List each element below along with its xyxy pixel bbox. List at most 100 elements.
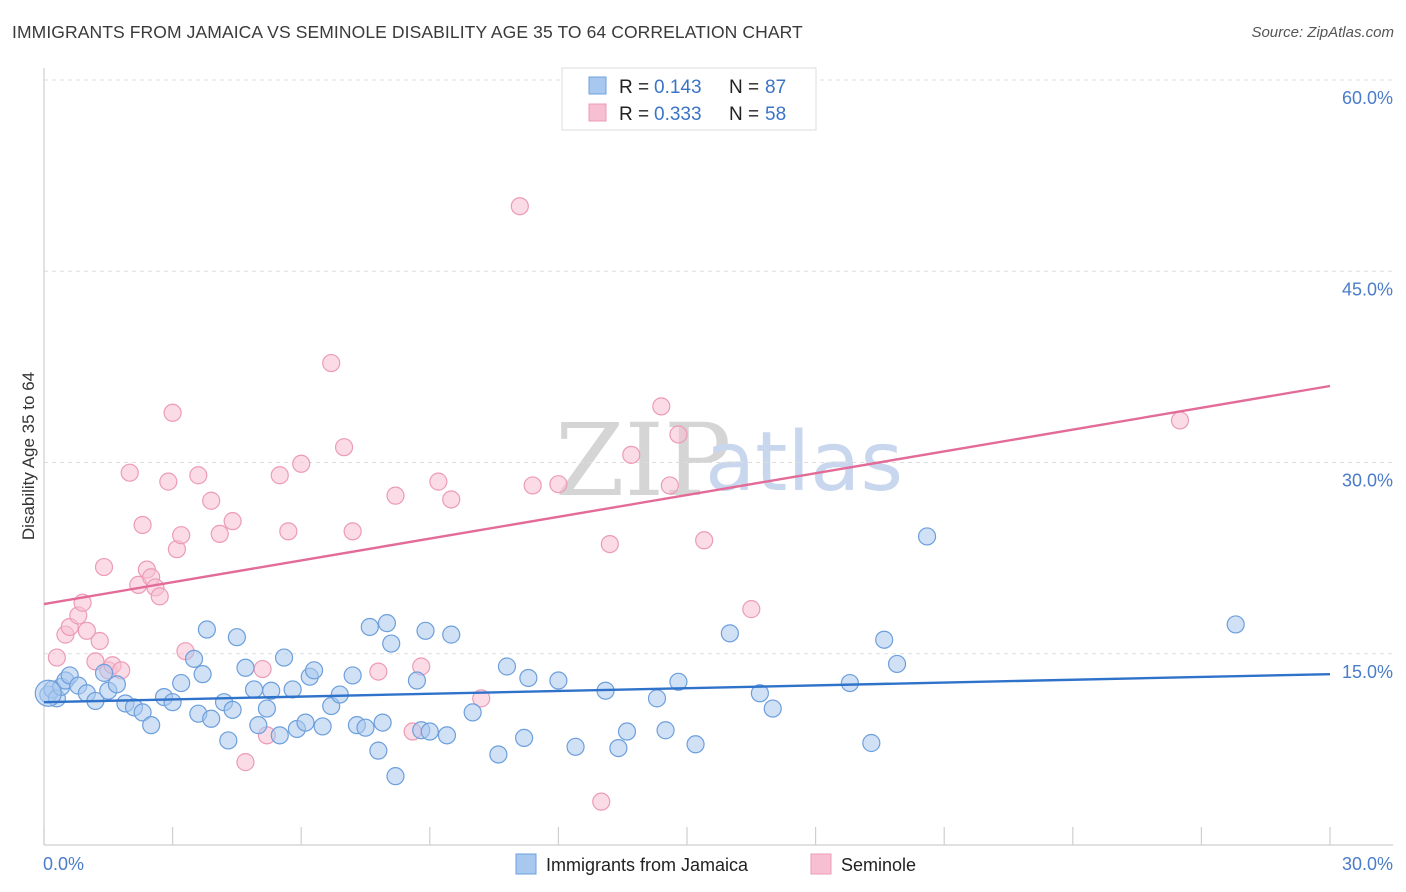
y-tick-label: 30.0% xyxy=(1342,471,1393,491)
point-seminole xyxy=(253,659,272,679)
point-seminole xyxy=(47,648,66,667)
point-seminole xyxy=(236,753,255,772)
x-tick-label-min: 0.0% xyxy=(43,854,84,874)
bottom-legend: Immigrants from Jamaica Seminole xyxy=(515,853,916,875)
point-jamaica xyxy=(420,722,439,741)
point-seminole xyxy=(163,403,182,422)
point-seminole xyxy=(429,472,448,491)
point-jamaica xyxy=(304,661,324,680)
point-seminole xyxy=(270,466,289,485)
point-seminole xyxy=(343,522,362,541)
gridlines xyxy=(44,79,1393,655)
point-jamaica xyxy=(262,681,281,700)
point-jamaica xyxy=(386,767,405,786)
point-seminole xyxy=(742,600,761,619)
point-jamaica xyxy=(377,614,397,633)
point-jamaica xyxy=(133,703,152,722)
point-seminole xyxy=(133,515,152,535)
point-jamaica xyxy=(94,663,114,682)
trend-line-seminole xyxy=(43,384,1331,606)
point-seminole xyxy=(77,621,96,640)
x-tick-label-max: 30.0% xyxy=(1342,854,1393,874)
point-jamaica xyxy=(193,665,212,684)
point-jamaica xyxy=(647,689,667,708)
point-jamaica xyxy=(862,733,881,753)
point-seminole xyxy=(120,463,139,482)
point-jamaica xyxy=(382,634,401,653)
point-jamaica xyxy=(296,713,315,732)
point-jamaica xyxy=(373,713,392,732)
point-seminole xyxy=(622,445,641,464)
point-jamaica xyxy=(270,726,289,745)
point-seminole xyxy=(159,472,178,491)
point-jamaica xyxy=(356,718,375,737)
point-seminole xyxy=(223,512,242,531)
y-axis-label: Disability Age 35 to 64 xyxy=(19,372,38,540)
legend-n-value-seminole: 58 xyxy=(765,104,786,125)
point-jamaica xyxy=(236,658,255,677)
point-seminole xyxy=(292,454,311,473)
point-seminole xyxy=(1170,411,1190,430)
point-jamaica xyxy=(617,722,637,741)
point-seminole xyxy=(669,425,688,444)
point-seminole xyxy=(510,197,529,216)
legend-swatch-jamaica xyxy=(588,76,607,95)
point-jamaica xyxy=(184,649,204,668)
watermark: ZIP atlas xyxy=(555,402,903,519)
legend-n-label-jamaica: N = xyxy=(729,77,759,98)
point-jamaica xyxy=(489,745,508,764)
point-jamaica xyxy=(887,654,907,674)
point-jamaica xyxy=(519,668,538,688)
point-seminole xyxy=(90,631,109,651)
point-seminole xyxy=(322,353,341,373)
point-seminole xyxy=(472,689,491,708)
point-jamaica xyxy=(515,728,534,748)
point-seminole xyxy=(334,438,354,457)
point-jamaica xyxy=(343,666,362,685)
point-jamaica xyxy=(407,671,427,690)
point-jamaica xyxy=(549,671,568,690)
point-jamaica xyxy=(763,699,782,718)
point-seminole xyxy=(172,526,191,545)
legend-r-value-jamaica: 0.143 xyxy=(654,77,702,98)
point-seminole xyxy=(442,490,461,509)
point-seminole xyxy=(592,792,611,811)
point-jamaica xyxy=(720,624,739,643)
bottom-legend-label-jamaica: Immigrants from Jamaica xyxy=(546,855,749,875)
point-jamaica xyxy=(257,699,277,718)
point-jamaica xyxy=(202,709,221,728)
trend-line-jamaica xyxy=(43,672,1331,704)
point-jamaica xyxy=(107,675,126,694)
point-seminole xyxy=(369,662,388,681)
point-jamaica xyxy=(142,716,161,735)
bottom-legend-swatch-seminole xyxy=(810,853,832,875)
point-jamaica xyxy=(840,673,859,693)
point-seminole xyxy=(523,476,542,495)
point-jamaica xyxy=(686,735,705,754)
point-seminole xyxy=(386,486,405,505)
legend-n-label-seminole: N = xyxy=(729,104,759,125)
point-seminole xyxy=(695,531,714,550)
legend-r-value-seminole: 0.333 xyxy=(654,104,702,125)
y-tick-label: 15.0% xyxy=(1342,662,1393,682)
point-jamaica xyxy=(274,648,294,667)
x-ticks xyxy=(43,827,1331,845)
point-jamaica xyxy=(497,657,517,676)
point-jamaica xyxy=(669,672,688,691)
point-seminole xyxy=(549,475,568,494)
watermark-zip: ZIP xyxy=(555,402,731,519)
chart-title: IMMIGRANTS FROM JAMAICA VS SEMINOLE DISA… xyxy=(12,22,803,42)
point-jamaica xyxy=(1226,615,1245,634)
point-jamaica xyxy=(249,716,268,735)
point-jamaica xyxy=(917,527,937,546)
point-jamaica xyxy=(197,620,216,639)
point-seminole xyxy=(210,524,229,544)
y-tick-label: 45.0% xyxy=(1342,279,1393,299)
legend-n-value-jamaica: 87 xyxy=(765,77,786,98)
point-seminole xyxy=(600,534,619,554)
point-jamaica xyxy=(656,721,675,740)
point-seminole xyxy=(279,522,298,541)
legend-box: R = 0.143 N = 87 R = 0.333 N = 58 xyxy=(561,67,817,131)
point-seminole xyxy=(150,587,169,606)
